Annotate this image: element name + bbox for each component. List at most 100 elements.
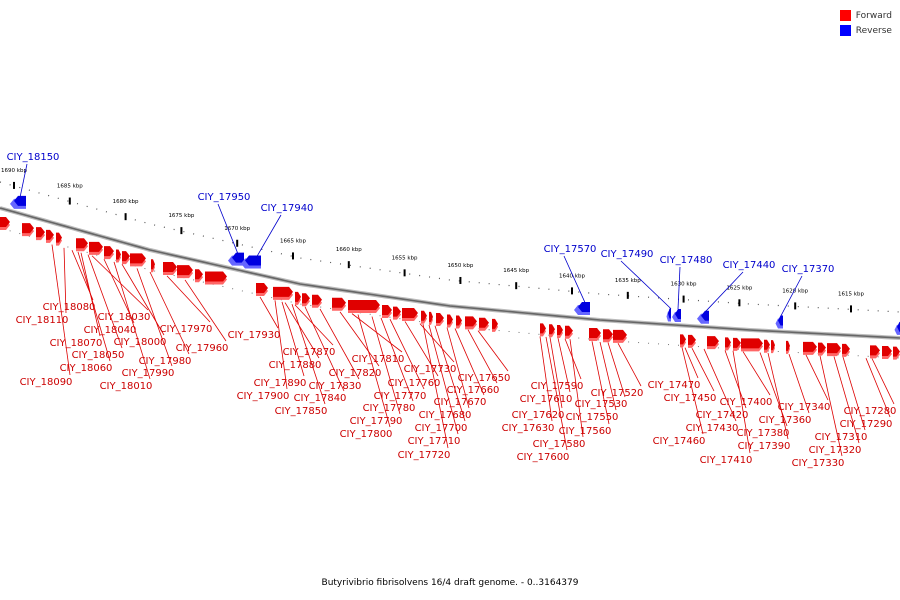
forward-gene-block <box>421 310 427 321</box>
forward-gene-block <box>76 238 88 249</box>
forward-gene-leader <box>549 337 563 409</box>
forward-gene-leader <box>77 251 111 362</box>
forward-gene-leader <box>166 275 211 323</box>
forward-gene-label: CIY_17620 <box>512 410 565 421</box>
reverse-gene-block <box>701 310 709 321</box>
forward-gene-label: CIY_17610 <box>520 394 573 405</box>
forward-gene-label: CIY_17870 <box>283 347 336 358</box>
ruler-tick <box>403 269 406 277</box>
ruler-tick-label: 1680 kbp <box>113 199 139 205</box>
ruler-tick <box>626 291 629 299</box>
forward-gene-label: CIY_17970 <box>160 324 213 335</box>
genome-backbone <box>0 207 900 339</box>
forward-gene-leader <box>842 356 866 431</box>
reverse-gene-leader <box>217 203 239 255</box>
forward-gene-label: CIY_18070 <box>50 338 103 349</box>
ruler-tick <box>850 305 852 313</box>
forward-gene-block <box>348 300 380 311</box>
forward-gene-leader <box>434 325 466 422</box>
forward-gene-label: CIY_17820 <box>329 368 382 379</box>
forward-gene-leader <box>103 258 135 324</box>
legend-reverse: Reverse <box>839 23 892 38</box>
forward-gene-label: CIY_17400 <box>720 397 773 408</box>
forward-gene-leader <box>569 339 584 438</box>
ruler-tick-label: 1640 kbp <box>559 273 585 279</box>
ruler-tick-label: 1675 kbp <box>168 213 194 219</box>
reverse-gene-leader <box>563 255 586 303</box>
forward-gene-block <box>479 317 489 328</box>
forward-gene-block <box>492 318 498 329</box>
forward-gene-block <box>613 329 627 340</box>
reverse-gene-leader <box>780 275 803 316</box>
forward-gene-label: CIY_17340 <box>778 402 831 413</box>
forward-gene-leader <box>871 358 895 405</box>
forward-gene-block <box>456 315 462 326</box>
forward-gene-block <box>163 261 177 272</box>
forward-gene-block <box>36 227 45 238</box>
forward-gene-leader <box>467 329 498 384</box>
forward-gene-block <box>22 223 34 234</box>
forward-gene-block <box>827 343 841 354</box>
ruler-tick <box>459 276 462 284</box>
forward-gene-label: CIY_17710 <box>408 436 461 447</box>
forward-gene-label: CIY_17330 <box>792 458 845 469</box>
forward-gene-leader <box>557 337 571 393</box>
forward-gene-leader <box>545 336 568 451</box>
forward-gene-block <box>46 229 54 240</box>
forward-gene-label: CIY_17530 <box>575 399 628 410</box>
ruler-tick-label: 1635 kbp <box>615 278 641 284</box>
ruler-tick-label: 1615 kbp <box>838 291 864 297</box>
forward-gene-label: CIY_18030 <box>98 312 151 323</box>
forward-gene-label: CIY_17890 <box>254 378 307 389</box>
forward-gene-leader <box>259 296 279 329</box>
forward-gene-label: CIY_18040 <box>84 325 137 336</box>
ruler-tick-label: 1655 kbp <box>392 255 418 261</box>
forward-gene-block <box>557 324 563 335</box>
forward-gene-block <box>195 269 203 280</box>
forward-gene-label: CIY_17410 <box>700 455 753 466</box>
forward-gene-leader <box>51 244 71 376</box>
forward-gene-label: CIY_17290 <box>840 419 893 430</box>
forward-gene-block <box>818 342 826 353</box>
forward-gene-block <box>741 338 763 349</box>
forward-gene-label: CIY_18000 <box>114 337 167 348</box>
forward-gene-leader <box>291 304 326 405</box>
forward-gene-leader <box>607 342 626 398</box>
forward-gene-block <box>302 293 310 304</box>
reverse-gene-leader <box>255 214 282 259</box>
ruler-tick-label: 1660 kbp <box>336 247 362 253</box>
forward-gene-block <box>273 286 293 297</box>
forward-gene-leader <box>319 308 360 380</box>
forward-gene-label: CIY_17730 <box>404 364 457 375</box>
ruler-tick <box>515 282 518 290</box>
forward-gene-leader <box>371 316 401 415</box>
forward-gene-leader <box>805 354 829 401</box>
ruler-tick <box>180 227 183 235</box>
forward-gene-label: CIY_17880 <box>269 360 322 371</box>
reverse-gene-block <box>897 321 900 332</box>
forward-gene-leader <box>63 247 67 314</box>
forward-gene-block <box>725 337 731 348</box>
forward-gene-leader <box>284 302 320 359</box>
forward-gene-leader <box>446 327 470 409</box>
forward-gene-leader <box>684 347 699 379</box>
forward-gene-block <box>130 253 146 264</box>
ruler-tick <box>292 252 294 260</box>
forward-gene-block <box>565 325 573 336</box>
forward-gene-label: CIY_17980 <box>139 356 192 367</box>
forward-gene-label: CIY_17390 <box>738 441 791 452</box>
reverse-gene-label: CIY_17490 <box>601 249 654 260</box>
forward-gene-block <box>429 311 433 322</box>
forward-gene-block <box>882 346 892 357</box>
forward-gene-leader <box>742 351 771 396</box>
forward-gene-label: CIY_17810 <box>352 354 405 365</box>
reverse-gene-label: CIY_17440 <box>723 260 776 271</box>
forward-gene-label: CIY_17470 <box>648 380 701 391</box>
forward-gene-label: CIY_17520 <box>591 388 644 399</box>
forward-gene-block <box>177 265 193 276</box>
forward-gene-leader <box>454 328 485 396</box>
forward-gene-block <box>786 340 790 351</box>
forward-gene-leader <box>691 347 715 392</box>
forward-gene-block <box>382 305 392 316</box>
forward-gene-leader <box>294 304 334 346</box>
